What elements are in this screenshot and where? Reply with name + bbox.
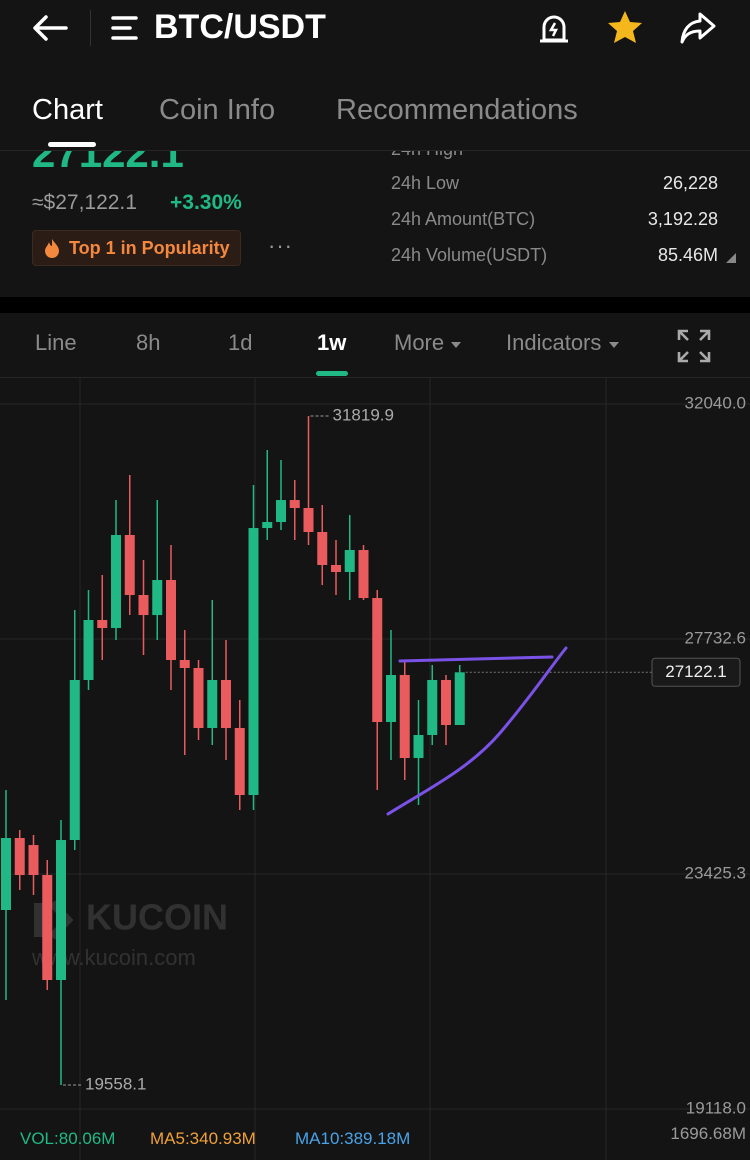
interval-option[interactable]: 8h <box>136 330 161 355</box>
stat-label: 24h Volume(USDT) <box>391 245 548 265</box>
stat-value: 26,228 <box>662 173 718 193</box>
fiat-price: ≈$27,122.1 <box>32 191 137 214</box>
interval-option[interactable]: 1d <box>228 330 253 355</box>
candle-body <box>179 659 190 669</box>
badge-text: Top 1 in Popularity <box>69 238 230 258</box>
candle-body <box>317 532 328 566</box>
fullscreen-button[interactable] <box>676 328 712 364</box>
dropdown-caret <box>451 342 462 348</box>
stat-label: 24h Low <box>391 173 460 193</box>
candle-body <box>427 680 438 735</box>
alert-button[interactable] <box>536 10 572 46</box>
candle-body <box>399 674 410 759</box>
corner-arrow <box>726 253 736 263</box>
divider <box>90 10 91 46</box>
ma10-label: MA10:389.18M <box>295 1129 411 1148</box>
candle-body <box>56 840 66 980</box>
candle-body <box>193 668 204 729</box>
candle-body <box>262 522 273 529</box>
candle-body <box>97 619 108 629</box>
divider <box>0 377 750 378</box>
share-button[interactable] <box>678 10 718 46</box>
favorite-button[interactable] <box>606 9 644 47</box>
stat-value: 85.46M <box>657 245 718 265</box>
more-button[interactable]: ··· <box>268 233 293 258</box>
candle-body <box>234 728 245 796</box>
section-gap <box>0 297 750 313</box>
popularity-badge[interactable]: Top 1 in Popularity <box>32 230 241 266</box>
interval-option[interactable]: Line <box>35 330 77 355</box>
stat-label: 24h Amount(BTC) <box>391 209 536 229</box>
y-tick-label: 23425.3 <box>685 863 746 882</box>
top-bar: BTC/USDT <box>0 0 750 60</box>
drawn-trendline <box>398 655 554 663</box>
candle-body <box>358 550 369 599</box>
candle-body <box>207 680 218 729</box>
candle-body <box>344 550 355 572</box>
high-label: 31819.9 <box>333 406 394 425</box>
candlestick-chart: KUCOIN www.kucoin.com 32040.0 27732.6 2342… <box>0 378 750 1160</box>
last-price-label: 27122.1 <box>665 662 726 681</box>
stat-value: 3,192.28 <box>647 209 718 229</box>
candle-body <box>83 619 94 681</box>
low-label: 19558.1 <box>85 1074 146 1093</box>
watermark-url: www.kucoin.com <box>31 945 196 970</box>
drawn-trendline <box>386 646 568 816</box>
ma5-label: MA5:340.93M <box>150 1129 256 1148</box>
tab[interactable]: Coin Info <box>159 94 276 126</box>
candle-body <box>221 680 231 729</box>
candle-body <box>28 845 39 875</box>
candle-body <box>454 672 465 726</box>
candle-body <box>14 837 25 875</box>
interval-indicator <box>316 371 348 376</box>
candle-body <box>69 680 80 841</box>
price-change: +3.30% <box>170 191 242 214</box>
candle-body <box>276 500 286 523</box>
candle-body <box>138 595 149 616</box>
interval-label: Indicators <box>506 330 602 355</box>
tab[interactable]: Recommendations <box>336 94 578 126</box>
interval-label: More <box>394 330 445 355</box>
volume-label: VOL:80.06M <box>20 1129 116 1148</box>
candle-body <box>331 565 341 572</box>
y-tick-label: 19118.0 <box>686 1098 746 1117</box>
candle-body <box>248 528 259 796</box>
back-button[interactable] <box>30 12 70 44</box>
candle-body <box>303 508 314 533</box>
indicators-button[interactable]: Indicators <box>506 330 620 356</box>
candle-body <box>386 674 396 723</box>
stat-label: 24h High <box>391 151 463 160</box>
watermark-brand: KUCOIN <box>86 897 228 938</box>
divider <box>0 150 750 151</box>
candle-body <box>42 874 53 980</box>
candle-body <box>413 734 424 759</box>
candle-body <box>152 580 163 616</box>
plot-area: 32040.0 27732.6 23425.3 19118.0 31819.9 19558… <box>0 394 750 1117</box>
tab[interactable]: Chart <box>32 94 103 126</box>
last-price-box <box>651 657 741 687</box>
last-price: 27122.1 <box>32 151 184 176</box>
candle-body <box>124 535 135 596</box>
fire-icon <box>45 239 59 258</box>
candle-body <box>1 837 11 911</box>
candle-body <box>111 535 121 629</box>
y-tick-label: 32040.0 <box>685 394 746 413</box>
y-tick-label: 27732.6 <box>685 628 746 647</box>
candle-body <box>441 680 451 726</box>
candle-body <box>372 598 383 723</box>
volume-axis-label: 1696.68M <box>670 1124 746 1143</box>
tab-indicator <box>48 142 96 147</box>
pair-title: BTC/USDT <box>154 8 326 46</box>
candle-body <box>289 500 300 509</box>
interval-option[interactable]: 1w <box>317 330 347 355</box>
menu-button[interactable] <box>110 14 142 42</box>
interval-option[interactable]: More <box>394 330 462 356</box>
candle-body <box>166 580 176 660</box>
ticker-panel: 27122.1 ≈$27,122.1 +3.30% Top 1 in Popul… <box>0 151 750 297</box>
dropdown-caret <box>608 342 619 348</box>
